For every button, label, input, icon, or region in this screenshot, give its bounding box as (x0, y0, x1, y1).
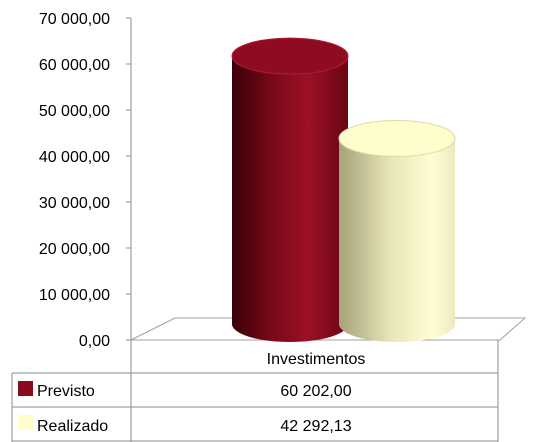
bar-top-realizado (338, 119, 456, 157)
legend-label-realizado: Realizado (37, 418, 108, 435)
y-tick-label: 40 000,00 (39, 149, 110, 166)
bar-realizado (339, 138, 455, 342)
bar-top-previsto (231, 37, 349, 75)
y-tick-label: 60 000,00 (39, 57, 110, 74)
legend-swatch-previsto (18, 381, 33, 396)
y-tick-label: 70 000,00 (39, 11, 110, 28)
value-realizado: 42 292,13 (280, 418, 351, 435)
bar-previsto (232, 56, 348, 342)
data-table: Investimentos Previsto 60 202,00 Realiza… (11, 340, 499, 442)
category-label: Investimentos (267, 351, 366, 368)
y-tick-label: 0,00 (79, 333, 110, 350)
y-tick-label: 50 000,00 (39, 103, 110, 120)
value-previsto: 60 202,00 (280, 383, 351, 400)
legend-label-previsto: Previsto (37, 383, 95, 400)
legend-swatch-realizado (18, 415, 33, 430)
bars (231, 37, 456, 342)
y-tick-label: 20 000,00 (39, 241, 110, 258)
y-tick-label: 30 000,00 (39, 195, 110, 212)
y-tick-label: 10 000,00 (39, 287, 110, 304)
y-axis-ticks: 70 000,00 60 000,00 50 000,00 40 000,00 30 0… (39, 11, 131, 350)
